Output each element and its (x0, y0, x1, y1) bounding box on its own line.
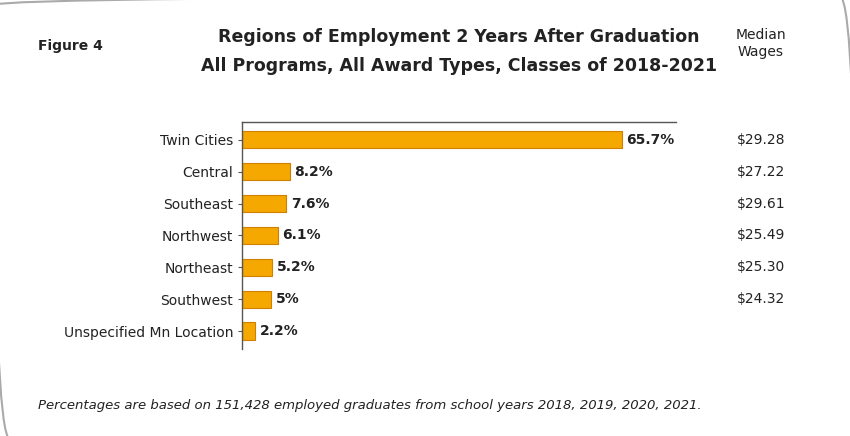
Bar (242, 131, 622, 148)
Text: $29.61: $29.61 (736, 197, 785, 211)
Bar (242, 323, 255, 340)
Text: 2.2%: 2.2% (259, 324, 298, 338)
Text: $29.28: $29.28 (736, 133, 785, 146)
Text: All Programs, All Award Types, Classes of 2018-2021: All Programs, All Award Types, Classes o… (201, 57, 717, 75)
Text: $25.49: $25.49 (737, 228, 785, 242)
Text: Median
Wages: Median Wages (735, 28, 786, 58)
Text: 8.2%: 8.2% (294, 164, 333, 179)
Text: $24.32: $24.32 (737, 292, 785, 307)
Bar (242, 290, 271, 308)
Text: 7.6%: 7.6% (291, 197, 329, 211)
Text: Figure 4: Figure 4 (38, 39, 103, 53)
Bar (242, 259, 272, 276)
Bar (242, 227, 277, 244)
Bar (242, 163, 290, 181)
Text: Percentages are based on 151,428 employed graduates from school years 2018, 2019: Percentages are based on 151,428 employe… (38, 399, 702, 412)
Bar (242, 195, 286, 212)
Text: 65.7%: 65.7% (626, 133, 675, 146)
Text: Regions of Employment 2 Years After Graduation: Regions of Employment 2 Years After Grad… (218, 28, 700, 46)
Text: $27.22: $27.22 (737, 164, 785, 179)
Text: 5%: 5% (275, 292, 299, 307)
Text: $25.30: $25.30 (737, 260, 785, 274)
Text: 5.2%: 5.2% (277, 260, 315, 274)
Text: 6.1%: 6.1% (282, 228, 320, 242)
